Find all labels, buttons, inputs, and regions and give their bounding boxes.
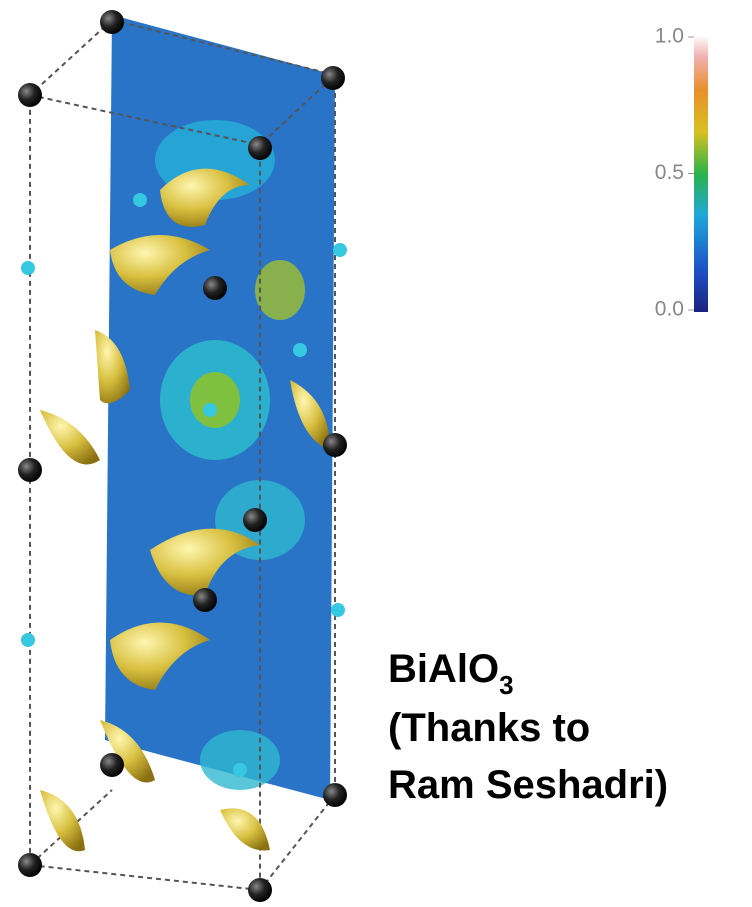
colorbar-gradient — [694, 35, 708, 312]
colorbar-tick-label: 0.5 — [655, 161, 684, 184]
caption-line: (Thanks to — [388, 706, 590, 750]
caption-line: Ram Seshadri) — [388, 763, 668, 807]
figure: BiAlO3 (Thanks to Ram Seshadri) 1.0 0.5 0.… — [0, 0, 752, 907]
crystal-structure — [18, 10, 347, 902]
colorbar-tick-label: 0.0 — [655, 298, 684, 321]
colorbar-tick-label: 1.0 — [655, 25, 684, 48]
formula-subscript: 3 — [499, 670, 513, 700]
elf-region — [190, 372, 240, 428]
formula-main: BiAlO — [388, 647, 499, 691]
colorbar — [694, 35, 708, 312]
formula: BiAlO3 — [388, 647, 514, 700]
elf-region — [255, 260, 305, 320]
elf-region — [200, 730, 280, 790]
